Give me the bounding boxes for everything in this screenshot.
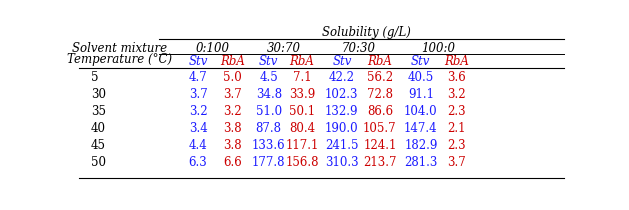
Text: 241.5: 241.5 <box>325 139 359 152</box>
Text: 105.7: 105.7 <box>363 122 397 135</box>
Text: RbA: RbA <box>220 55 245 68</box>
Text: 147.4: 147.4 <box>404 122 438 135</box>
Text: 3.4: 3.4 <box>189 122 208 135</box>
Text: 45: 45 <box>91 139 106 152</box>
Text: 3.7: 3.7 <box>447 156 466 169</box>
Text: 3.7: 3.7 <box>223 88 242 101</box>
Text: 2.3: 2.3 <box>447 139 465 152</box>
Text: 104.0: 104.0 <box>404 105 438 118</box>
Text: 4.7: 4.7 <box>189 71 208 84</box>
Text: 86.6: 86.6 <box>367 105 393 118</box>
Text: 3.6: 3.6 <box>447 71 466 84</box>
Text: 281.3: 281.3 <box>404 156 438 169</box>
Text: 2.1: 2.1 <box>447 122 465 135</box>
Text: 3.7: 3.7 <box>189 88 208 101</box>
Text: 50: 50 <box>91 156 106 169</box>
Text: Stv: Stv <box>259 55 279 68</box>
Text: 3.2: 3.2 <box>189 105 208 118</box>
Text: 30:70: 30:70 <box>266 42 301 55</box>
Text: RbA: RbA <box>289 55 314 68</box>
Text: 100:0: 100:0 <box>421 42 455 55</box>
Text: 132.9: 132.9 <box>325 105 359 118</box>
Text: 56.2: 56.2 <box>367 71 393 84</box>
Text: 33.9: 33.9 <box>289 88 315 101</box>
Text: 30: 30 <box>91 88 106 101</box>
Text: 3.2: 3.2 <box>447 88 465 101</box>
Text: 3.2: 3.2 <box>223 105 242 118</box>
Text: 51.0: 51.0 <box>255 105 282 118</box>
Text: 4.4: 4.4 <box>189 139 208 152</box>
Text: 40: 40 <box>91 122 106 135</box>
Text: 102.3: 102.3 <box>325 88 359 101</box>
Text: 70:30: 70:30 <box>342 42 376 55</box>
Text: 91.1: 91.1 <box>408 88 434 101</box>
Text: 5: 5 <box>91 71 98 84</box>
Text: Solubility (g/L): Solubility (g/L) <box>322 26 411 39</box>
Text: Stv: Stv <box>188 55 208 68</box>
Text: 6.3: 6.3 <box>189 156 208 169</box>
Text: 213.7: 213.7 <box>363 156 397 169</box>
Text: 117.1: 117.1 <box>285 139 318 152</box>
Text: 6.6: 6.6 <box>223 156 242 169</box>
Text: 310.3: 310.3 <box>325 156 359 169</box>
Text: 34.8: 34.8 <box>255 88 282 101</box>
Text: 4.5: 4.5 <box>259 71 278 84</box>
Text: 5.0: 5.0 <box>223 71 242 84</box>
Text: 133.6: 133.6 <box>252 139 286 152</box>
Text: 156.8: 156.8 <box>285 156 319 169</box>
Text: 182.9: 182.9 <box>404 139 438 152</box>
Text: Solvent mixture: Solvent mixture <box>72 42 167 55</box>
Text: 124.1: 124.1 <box>363 139 396 152</box>
Text: Stv: Stv <box>332 55 352 68</box>
Text: 3.8: 3.8 <box>223 139 242 152</box>
Text: 87.8: 87.8 <box>256 122 282 135</box>
Text: Temperature (°C): Temperature (°C) <box>67 53 172 66</box>
Text: Stv: Stv <box>411 55 430 68</box>
Text: 3.8: 3.8 <box>223 122 242 135</box>
Text: 2.3: 2.3 <box>447 105 465 118</box>
Text: 40.5: 40.5 <box>408 71 434 84</box>
Text: RbA: RbA <box>444 55 469 68</box>
Text: 42.2: 42.2 <box>329 71 355 84</box>
Text: 35: 35 <box>91 105 106 118</box>
Text: 0:100: 0:100 <box>196 42 230 55</box>
Text: 72.8: 72.8 <box>367 88 393 101</box>
Text: 80.4: 80.4 <box>289 122 315 135</box>
Text: 50.1: 50.1 <box>289 105 315 118</box>
Text: 190.0: 190.0 <box>325 122 359 135</box>
Text: 177.8: 177.8 <box>252 156 286 169</box>
Text: RbA: RbA <box>367 55 392 68</box>
Text: 7.1: 7.1 <box>292 71 311 84</box>
